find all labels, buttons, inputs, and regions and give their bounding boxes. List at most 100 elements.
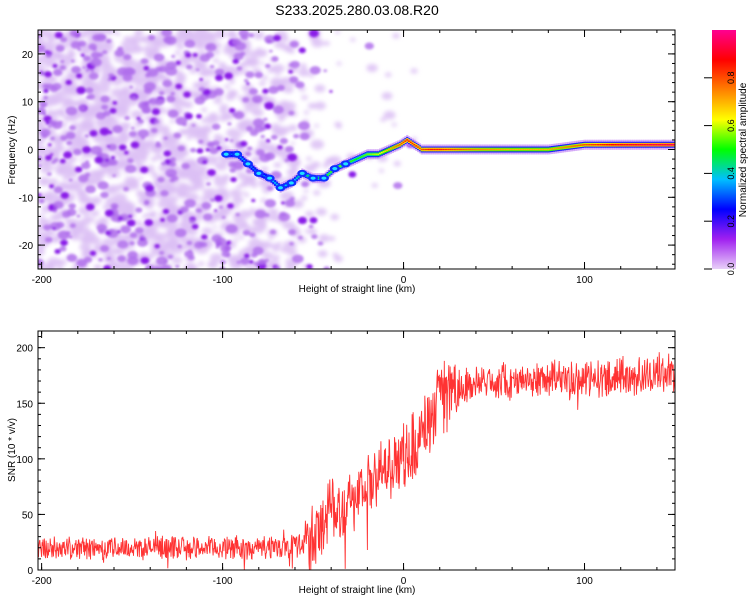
track-core [565,146,568,148]
track-core [462,148,465,151]
track-core [518,148,521,151]
noise-blob [204,155,219,165]
noise-blob [169,161,176,167]
noise-blob [242,191,247,195]
noise-blob [49,120,58,127]
noise-blob [249,88,259,95]
noise-blob [200,70,210,78]
noise-blob [66,169,79,178]
track-core [451,148,454,151]
track-core [360,155,364,158]
noise-blob [120,225,132,234]
noise-blob [224,138,229,142]
noise-blob [186,240,193,246]
noise-blob [284,199,295,207]
x-tick-label: 100 [576,576,593,587]
noise-blob [38,75,42,79]
noise-blob [71,115,78,121]
noise-blob [49,150,61,159]
track-core [431,148,434,151]
noise-blob [309,30,319,38]
noise-blob [180,206,189,213]
noise-blob [98,46,104,50]
noise-blob [229,139,234,142]
y-tick-label: 50 [22,510,34,521]
noise-blob [163,36,173,44]
noise-blob [269,229,277,235]
noise-blob [140,257,150,265]
track-core [549,148,552,151]
noise-blob [76,86,86,95]
track-core [254,169,257,172]
noise-blob [45,53,52,58]
colorbar-tick-label: 0.2 [726,215,736,228]
noise-blob [85,68,90,72]
noise-blob [140,58,149,65]
noise-blob [78,121,90,130]
noise-blob [175,60,181,65]
noise-blob [254,71,264,79]
noise-blob [58,120,63,124]
track-core [359,156,362,159]
noise-blob [106,145,111,148]
noise-blob [207,262,213,266]
noise-blob [96,83,111,94]
noise-blob [198,261,205,266]
noise-blob [259,153,271,163]
noise-blob [76,73,83,79]
noise-blob [393,182,403,190]
noise-blob [161,30,173,37]
noise-blob [196,114,202,119]
noise-blob [183,91,191,98]
noise-blob [45,121,50,125]
noise-blob [307,102,317,110]
colorbar-gradient [712,30,736,269]
noise-blob [209,253,223,263]
noise-blob [159,250,165,255]
track-core [400,142,403,145]
noise-blob [254,209,266,219]
noise-blob [381,92,393,100]
noise-blob [157,177,165,183]
noise-blob [52,69,63,76]
noise-blob [38,164,42,168]
track-blob-core [332,167,338,171]
noise-blob [85,203,95,211]
noise-blob [194,131,209,142]
noise-blob [307,228,317,235]
noise-blob [136,238,148,247]
noise-blob [65,79,73,86]
noise-blob [220,244,232,253]
noise-blob [169,229,175,233]
noise-blob [123,36,131,42]
noise-blob [93,264,101,269]
track-core [465,148,469,151]
noise-blob [44,236,53,243]
noise-blob [160,217,165,222]
track-core [597,143,601,146]
track-core [393,146,396,148]
noise-blob [47,125,52,128]
track-core [375,153,378,156]
noise-blob [135,161,145,168]
noise-blob [212,58,220,63]
track-core [272,180,275,183]
track-core [592,143,595,146]
noise-blob [82,66,86,69]
noise-blob [393,160,401,167]
track-core [326,174,329,176]
noise-blob [63,92,68,97]
noise-blob [228,107,236,113]
noise-blob [299,132,310,141]
noise-blob [305,210,314,218]
track-core [610,143,613,146]
noise-blob [155,153,163,160]
track-core [612,143,615,146]
noise-blob [140,166,149,174]
noise-blob [83,256,93,263]
noise-blob [129,241,135,246]
noise-blob [95,33,107,42]
noise-blob [117,240,129,249]
noise-blob [366,63,378,73]
noise-blob [105,118,120,128]
